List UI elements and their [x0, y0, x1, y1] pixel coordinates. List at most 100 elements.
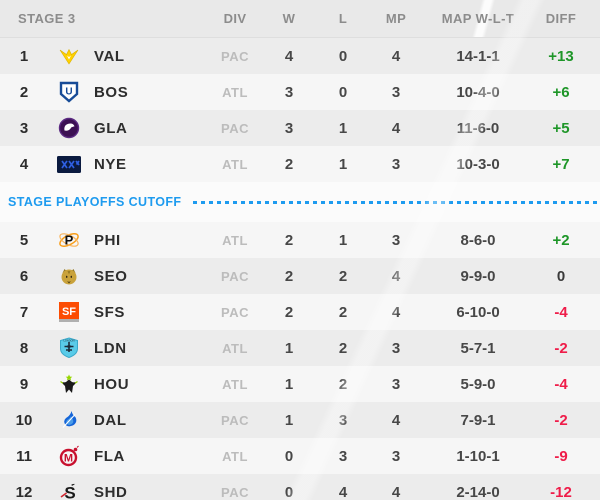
- map-wlt: 10-4-0: [456, 83, 500, 101]
- table-row[interactable]: 1 VAL PAC 4 0 4 14-1-1 +13: [0, 38, 600, 74]
- rank: 5: [19, 231, 29, 249]
- losses: 2: [338, 339, 348, 357]
- val-logo: [48, 38, 90, 74]
- map-diff: +7: [552, 155, 570, 173]
- bos-logo: U: [48, 74, 90, 110]
- map-diff: -4: [554, 303, 568, 321]
- wins: 2: [284, 267, 294, 285]
- matches-played: 4: [391, 483, 401, 500]
- losses: 1: [338, 119, 348, 137]
- map-diff: +6: [552, 83, 570, 101]
- cutoff-label: STAGE PLAYOFFS CUTOFF: [8, 195, 182, 209]
- seo-logo: [48, 258, 90, 294]
- map-diff: +2: [552, 231, 570, 249]
- rank: 11: [16, 447, 32, 465]
- cutoff-dotted-line: [193, 200, 600, 204]
- map-wlt: 10-3-0: [456, 155, 500, 173]
- division: ATL: [222, 84, 248, 100]
- col-matches-played: MP: [385, 11, 407, 26]
- losses: 1: [338, 155, 348, 173]
- losses: 2: [338, 303, 348, 321]
- col-losses: L: [338, 11, 348, 26]
- phi-logo: P: [48, 222, 90, 258]
- rank: 12: [15, 483, 33, 500]
- map-diff: -12: [550, 483, 572, 500]
- table-row[interactable]: 2 U BOS ATL 3 0 3 10-4-0 +6: [0, 74, 600, 110]
- hou-logo: [48, 366, 90, 402]
- table-row[interactable]: 5 P PHI ATL 2 1 3 8-6-0 +2: [0, 222, 600, 258]
- table-row[interactable]: 6 SEO PAC 2 2 4 9-9-0 0: [0, 258, 600, 294]
- map-wlt: 8-6-0: [460, 231, 496, 249]
- col-diff: DIFF: [545, 11, 577, 26]
- map-diff: -4: [554, 375, 568, 393]
- matches-played: 3: [391, 447, 401, 465]
- table-row[interactable]: 7 SF SFS PAC 2 2 4 6-10-0 -4: [0, 294, 600, 330]
- rank: 4: [19, 155, 29, 173]
- matches-played: 4: [391, 119, 401, 137]
- matches-played: 4: [391, 411, 401, 429]
- matches-played: 3: [391, 339, 401, 357]
- svg-text:U: U: [65, 87, 72, 98]
- table-row[interactable]: 4 NYE ATL 2 1 3 10-3-0 +7: [0, 146, 600, 182]
- division: PAC: [221, 120, 249, 136]
- rank: 8: [19, 339, 29, 357]
- losses: 1: [338, 231, 348, 249]
- team-abbr: SHD: [94, 483, 128, 500]
- map-wlt: 11-6-0: [456, 119, 500, 137]
- wins: 0: [284, 447, 294, 465]
- team-abbr: BOS: [94, 83, 129, 101]
- wins: 2: [284, 231, 294, 249]
- losses: 0: [338, 47, 348, 65]
- team-abbr: SFS: [94, 303, 125, 321]
- map-diff: +5: [552, 119, 570, 137]
- map-diff: 0: [556, 267, 566, 285]
- table-row[interactable]: 12 S SHD PAC 0 4 4 2-14-0 -12: [0, 474, 600, 500]
- map-wlt: 1-10-1: [456, 447, 500, 465]
- division: PAC: [221, 484, 249, 500]
- division: ATL: [222, 156, 248, 172]
- col-div: DIV: [223, 11, 247, 26]
- division: ATL: [222, 448, 248, 464]
- rank: 7: [19, 303, 29, 321]
- wins: 3: [284, 119, 294, 137]
- matches-played: 3: [391, 155, 401, 173]
- team-abbr: PHI: [94, 231, 121, 249]
- table-row[interactable]: 8 LONDON LDN ATL 1 2 3 5-7-1 -2: [0, 330, 600, 366]
- losses: 3: [338, 447, 348, 465]
- rank: 2: [19, 83, 29, 101]
- division: PAC: [221, 412, 249, 428]
- team-abbr: GLA: [94, 119, 128, 137]
- map-diff: -9: [554, 447, 568, 465]
- table-row[interactable]: 11 M FLA ATL 0 3 3 1-10-1 -9: [0, 438, 600, 474]
- wins: 4: [284, 47, 294, 65]
- wins: 2: [284, 155, 294, 173]
- losses: 3: [338, 411, 348, 429]
- wins: 3: [284, 83, 294, 101]
- table-row[interactable]: 9 HOU ATL 1 2 3 5-9-0 -4: [0, 366, 600, 402]
- matches-played: 4: [391, 47, 401, 65]
- table-row[interactable]: 10 DAL PAC 1 3 4 7-9-1 -2: [0, 402, 600, 438]
- map-wlt: 5-9-0: [460, 375, 496, 393]
- wins: 1: [284, 339, 294, 357]
- division: ATL: [222, 376, 248, 392]
- matches-played: 4: [391, 267, 401, 285]
- table-row[interactable]: 3 GLA PAC 3 1 4 11-6-0 +5: [0, 110, 600, 146]
- team-abbr: FLA: [94, 447, 125, 465]
- wins: 1: [284, 411, 294, 429]
- division: ATL: [222, 340, 248, 356]
- wins: 0: [284, 483, 294, 500]
- matches-played: 3: [391, 231, 401, 249]
- gla-logo: [48, 110, 90, 146]
- ldn-logo: LONDON: [48, 330, 90, 366]
- matches-played: 3: [391, 375, 401, 393]
- matches-played: 4: [391, 303, 401, 321]
- rank: 9: [19, 375, 29, 393]
- losses: 0: [338, 83, 348, 101]
- rank: 6: [19, 267, 29, 285]
- rank: 10: [15, 411, 33, 429]
- svg-text:M: M: [64, 453, 73, 465]
- table-header: STAGE 3 DIV W L MP MAP W-L-T DIFF: [0, 0, 600, 38]
- team-abbr: NYE: [94, 155, 127, 173]
- team-abbr: VAL: [94, 47, 125, 65]
